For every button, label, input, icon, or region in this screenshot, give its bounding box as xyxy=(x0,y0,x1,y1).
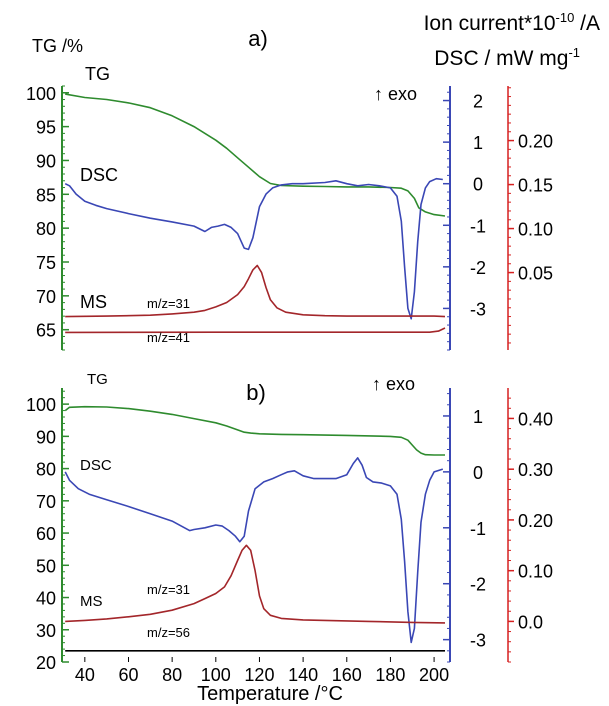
tg-tick-label: 100 xyxy=(26,395,56,415)
panel-b-ms-annotation: MS xyxy=(80,593,103,610)
ion-tick-label: 0.20 xyxy=(518,132,553,152)
dsc-tick-label: -3 xyxy=(470,299,486,319)
ion-tick-label: 0.20 xyxy=(518,511,553,531)
tg-tick-label: 60 xyxy=(36,524,56,544)
panel-b-label: b) xyxy=(246,380,266,405)
panel-b-x-axis: 40 60 80 100 120 140 160 180 200 xyxy=(75,657,449,685)
x-tick-label: 140 xyxy=(288,665,318,685)
tg-tick-label: 65 xyxy=(36,321,56,341)
panel-a-tg-annotation: TG xyxy=(85,64,110,84)
dsc-tick-label: 0 xyxy=(473,463,483,483)
tg-tick-label: 95 xyxy=(36,118,56,138)
x-tick-label: 80 xyxy=(162,665,182,685)
ion-tick-label: 0.40 xyxy=(518,409,553,429)
tg-tick-label: 50 xyxy=(36,556,56,576)
tg-tick-label: 85 xyxy=(36,185,56,205)
dsc-tick-label: -1 xyxy=(470,216,486,236)
panel-b-exo-annotation: ↑ exo xyxy=(372,374,415,394)
dsc-tick-label: 2 xyxy=(473,92,483,112)
series-line-m-z-41 xyxy=(65,327,446,334)
panel-a-exo-annotation: ↑ exo xyxy=(374,84,417,104)
ion-tick-label: 0.30 xyxy=(518,460,553,480)
panel-a-mz1-annotation: m/z=31 xyxy=(147,296,190,311)
x-tick-label: 60 xyxy=(118,665,138,685)
tg-tick-label: 70 xyxy=(36,287,56,307)
tg-tick-label: 40 xyxy=(36,589,56,609)
tg-tick-label: 30 xyxy=(36,621,56,641)
ion-tick-label: 0.05 xyxy=(518,264,553,284)
series-line-m-z-31 xyxy=(65,544,446,624)
panel-a-label: a) xyxy=(248,26,268,51)
panel-b-mz2-annotation: m/z=56 xyxy=(147,625,190,640)
dsc-tick-label: -2 xyxy=(470,575,486,595)
tg-tick-label: 90 xyxy=(36,151,56,171)
dsc-tick-label: -3 xyxy=(470,631,486,651)
panel-b-mz1-annotation: m/z=31 xyxy=(147,582,190,597)
x-tick-label: 160 xyxy=(332,665,362,685)
dsc-tick-label: 1 xyxy=(473,407,483,427)
x-tick-label: 40 xyxy=(75,665,95,685)
tg-tick-label: 75 xyxy=(36,253,56,273)
panel-b-tg-axis: 20 30 40 50 60 70 80 90 100 xyxy=(26,388,69,673)
x-tick-label: 180 xyxy=(375,665,405,685)
dsc-tick-label: 0 xyxy=(473,175,483,195)
ion-current-label: Ion current*10 xyxy=(424,12,556,35)
panel-a-ion-axis: 0.05 0.10 0.15 0.20 xyxy=(507,86,553,350)
tg-tick-label: 80 xyxy=(36,219,56,239)
tg-tick-label: 20 xyxy=(36,653,56,673)
x-tick-label: 120 xyxy=(244,665,274,685)
dsc-tick-label: -1 xyxy=(470,519,486,539)
dsc-axis-title: DSC / mW mg-1 xyxy=(434,45,580,70)
panel-a-mz2-annotation: m/z=41 xyxy=(147,330,190,345)
panel-a-series xyxy=(64,93,446,334)
x-tick-label: 200 xyxy=(419,665,449,685)
series-line-dsc xyxy=(64,177,443,320)
panel-a-ms-annotation: MS xyxy=(80,292,107,312)
ion-tick-label: 0.10 xyxy=(518,220,553,240)
dsc-tick-label: -2 xyxy=(470,258,486,278)
panel-a-dsc-annotation: DSC xyxy=(80,165,118,185)
panel-b-dsc-annotation: DSC xyxy=(80,457,112,474)
series-line-tg xyxy=(64,405,445,456)
series-line-m-z-31 xyxy=(65,264,446,318)
dsc-axis-exponent: -1 xyxy=(568,45,580,60)
tg-tick-label: 80 xyxy=(36,460,56,480)
ion-tick-label: 0.10 xyxy=(518,562,553,582)
dsc-axis-label: DSC / mW mg xyxy=(434,47,568,70)
ion-tick-label: 0.0 xyxy=(518,612,543,632)
panel-a-tg-axis: 65 70 75 80 85 90 95 100 xyxy=(26,84,69,351)
x-tick-label: 100 xyxy=(201,665,231,685)
series-line-tg xyxy=(65,93,446,217)
tg-tick-label: 90 xyxy=(36,427,56,447)
panel-b-dsc-axis: -3 -2 -1 0 1 xyxy=(443,388,486,663)
dsc-tick-label: 1 xyxy=(473,133,483,153)
panel-b-series xyxy=(64,405,446,652)
ion-current-axis-title: Ion current*10-10 /A xyxy=(424,10,600,35)
ion-current-exponent: -10 xyxy=(556,10,575,25)
tg-tick-label: 70 xyxy=(36,492,56,512)
x-axis-title: Temperature /°C xyxy=(197,683,343,705)
tg-tick-label: 100 xyxy=(26,84,56,104)
tg-axis-title: TG /% xyxy=(32,36,83,56)
panel-b-tg-annotation: TG xyxy=(87,371,108,388)
panel-b-ion-axis: 0.0 0.10 0.20 0.30 0.40 xyxy=(507,388,553,663)
ion-current-unit: /A xyxy=(574,12,600,35)
panel-a-dsc-axis: -3 -2 -1 0 1 2 xyxy=(443,86,486,351)
series-line-dsc xyxy=(64,457,444,644)
ion-tick-label: 0.15 xyxy=(518,176,553,196)
